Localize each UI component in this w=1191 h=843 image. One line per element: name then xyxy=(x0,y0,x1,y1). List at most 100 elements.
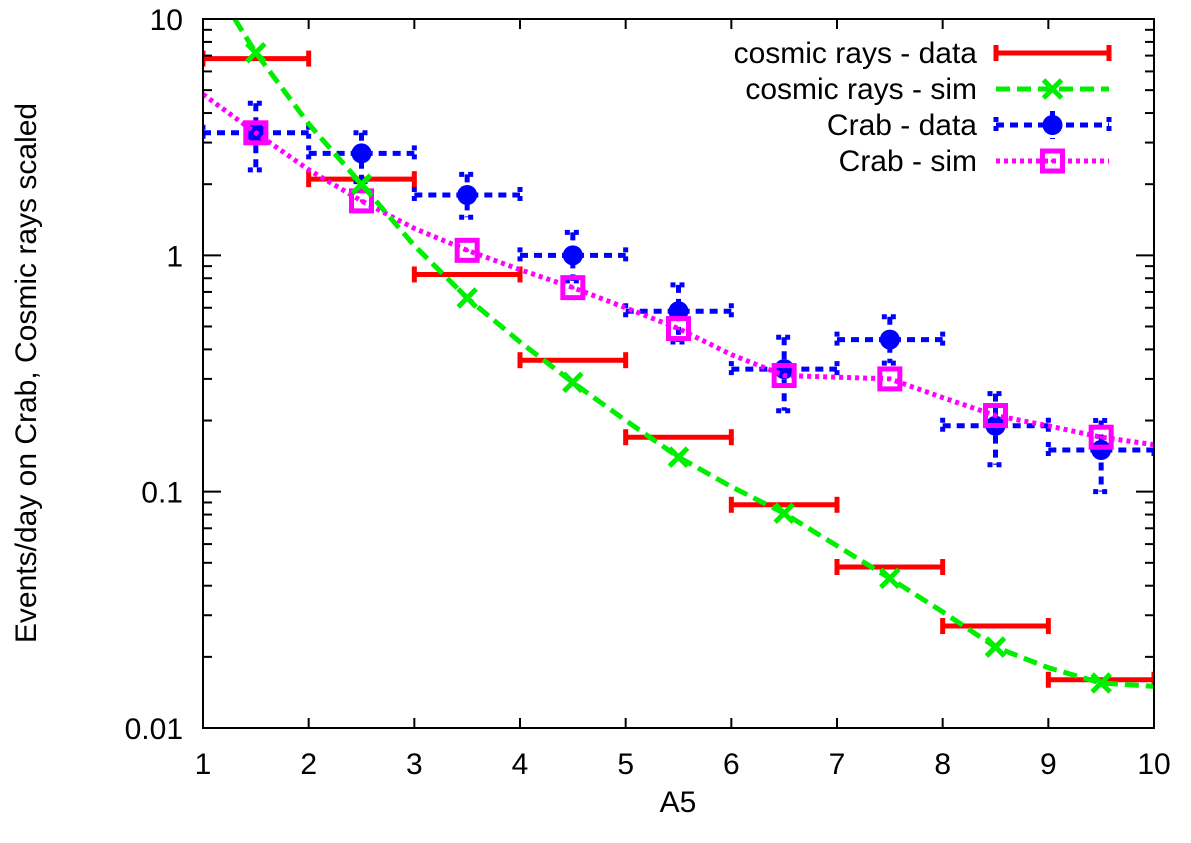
legend-label: cosmic rays - data xyxy=(734,37,978,70)
y-tick-label: 10 xyxy=(150,4,183,37)
series-cosmic-rays-sim xyxy=(232,19,1154,694)
data-point xyxy=(834,314,946,366)
point-marker xyxy=(1091,440,1112,461)
legend-item: cosmic rays - sim xyxy=(745,73,1109,106)
data-point xyxy=(349,188,374,214)
y-tick-label: 0.1 xyxy=(141,477,183,510)
point-marker xyxy=(1090,672,1112,694)
point-marker xyxy=(349,188,374,214)
data-point xyxy=(245,41,267,64)
data-point xyxy=(771,363,797,389)
data-point xyxy=(879,567,901,590)
legend-item: Crab - data xyxy=(827,109,1112,142)
plot-frame xyxy=(202,18,1155,729)
data-point xyxy=(517,229,629,284)
x-tick-label: 10 xyxy=(1137,748,1170,781)
data-point xyxy=(454,237,480,263)
y-tick-label: 0.01 xyxy=(125,713,183,746)
data-point xyxy=(773,502,795,525)
data-point xyxy=(456,287,478,309)
data-point xyxy=(203,50,312,67)
point-marker xyxy=(457,185,478,206)
data-point xyxy=(667,446,690,468)
series-layer xyxy=(203,19,1154,694)
point-marker xyxy=(465,248,469,253)
data-point xyxy=(877,366,903,392)
y-tick-label: 1 xyxy=(166,240,183,273)
x-tick-label: 4 xyxy=(512,748,529,781)
point-marker xyxy=(254,130,258,135)
point-marker xyxy=(773,502,795,525)
point-marker xyxy=(1099,435,1103,440)
legend-item: cosmic rays - data xyxy=(734,37,1112,70)
point-marker xyxy=(993,413,998,418)
point-marker xyxy=(676,326,681,331)
legend-item: Crab - sim xyxy=(839,145,1109,178)
data-point xyxy=(203,100,312,173)
x-tick-label: 5 xyxy=(617,748,634,781)
x-tick-label: 2 xyxy=(300,748,317,781)
x-tick-label: 6 xyxy=(723,748,740,781)
point-marker xyxy=(245,41,267,64)
point-marker xyxy=(454,237,480,263)
point-marker xyxy=(359,199,364,203)
data-point xyxy=(623,282,734,345)
point-marker xyxy=(877,366,903,392)
point-marker xyxy=(879,329,900,350)
series-curve xyxy=(232,19,1154,689)
series-crab-sim xyxy=(203,92,1154,450)
y-axis-title: Events/day on Crab, Cosmic rays scaled xyxy=(10,103,43,643)
series-curve xyxy=(203,92,1154,448)
data-point xyxy=(983,403,1008,429)
x-axis-title: A5 xyxy=(660,786,697,819)
point-marker xyxy=(562,371,584,394)
legend-label: cosmic rays - sim xyxy=(745,73,977,106)
legend-label: Crab - sim xyxy=(839,145,977,178)
point-marker xyxy=(456,287,478,309)
point-marker xyxy=(879,567,901,590)
data-point xyxy=(560,275,586,301)
x-tick-label: 9 xyxy=(1040,748,1057,781)
data-point xyxy=(411,266,523,283)
data-point xyxy=(243,120,269,146)
point-marker xyxy=(562,245,583,266)
x-tick-label: 1 xyxy=(195,748,212,781)
point-marker xyxy=(1040,148,1065,174)
point-marker xyxy=(1050,159,1055,163)
point-marker xyxy=(667,446,690,468)
point-marker xyxy=(888,377,892,381)
data-point xyxy=(623,429,734,446)
point-marker xyxy=(1088,424,1114,450)
legend-label: Crab - data xyxy=(827,109,977,142)
series-cosmic-rays-data xyxy=(203,50,1154,688)
data-point xyxy=(984,636,1007,658)
axis-layer: 1 2 3 4 5 6 7 8 9 10 0.01 0.1 1 10 xyxy=(125,4,1171,781)
data-point xyxy=(350,173,373,195)
data-point xyxy=(1088,424,1114,450)
data-point xyxy=(411,171,523,220)
data-point xyxy=(728,496,840,513)
data-point xyxy=(517,352,629,369)
point-marker xyxy=(560,275,586,301)
series-crab-data xyxy=(203,100,1154,495)
point-marker xyxy=(1042,115,1063,135)
point-marker xyxy=(666,316,691,342)
point-marker xyxy=(243,120,269,146)
x-tick-label: 3 xyxy=(406,748,423,781)
data-point xyxy=(834,559,946,575)
point-marker xyxy=(1041,78,1064,100)
point-marker xyxy=(771,363,797,389)
point-marker xyxy=(984,636,1007,658)
data-point xyxy=(562,371,584,394)
data-point xyxy=(666,316,691,342)
x-tick-label: 7 xyxy=(829,748,846,781)
point-marker xyxy=(350,173,373,195)
data-point xyxy=(1090,672,1112,694)
point-marker xyxy=(782,373,786,378)
x-tick-label: 8 xyxy=(934,748,951,781)
point-marker xyxy=(983,403,1008,429)
point-marker xyxy=(351,143,372,164)
